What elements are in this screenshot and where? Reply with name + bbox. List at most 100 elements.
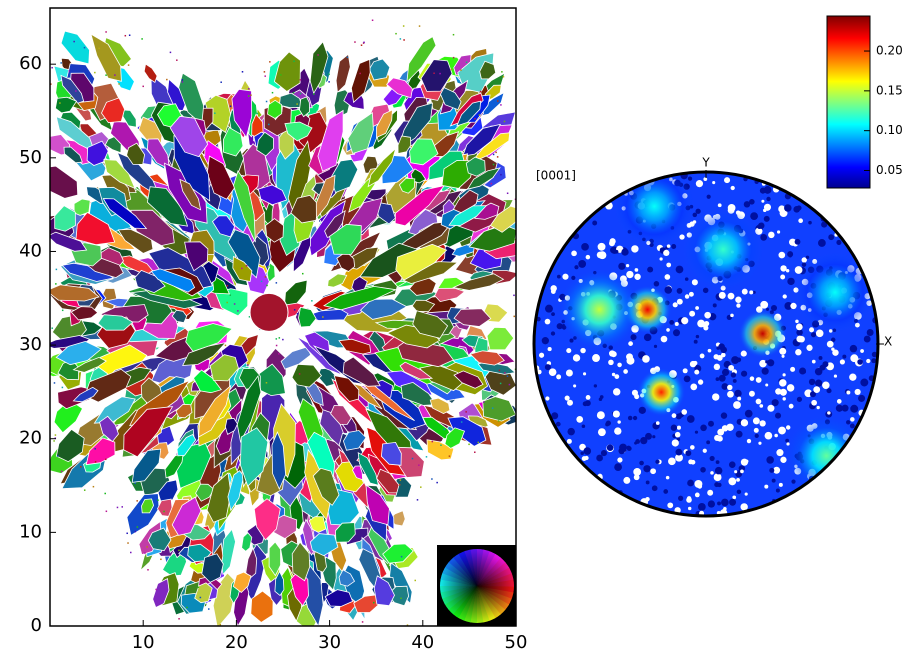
speck bbox=[567, 427, 575, 436]
speck bbox=[801, 257, 807, 263]
grain bbox=[253, 498, 281, 541]
speck bbox=[780, 265, 787, 272]
grain bbox=[126, 142, 146, 165]
speck bbox=[811, 399, 817, 406]
grain bbox=[271, 431, 287, 491]
speck bbox=[789, 238, 797, 246]
speck bbox=[619, 443, 628, 452]
speck bbox=[248, 88, 250, 90]
speck bbox=[675, 265, 684, 274]
speck bbox=[815, 329, 824, 338]
speck bbox=[775, 388, 782, 395]
speck bbox=[630, 334, 637, 341]
grain bbox=[182, 341, 227, 366]
speck bbox=[764, 484, 769, 489]
speck bbox=[871, 358, 877, 364]
speck bbox=[766, 456, 774, 464]
speck bbox=[660, 335, 668, 343]
speck bbox=[782, 373, 786, 377]
grain bbox=[150, 268, 196, 293]
grain bbox=[201, 553, 224, 583]
speck bbox=[728, 461, 736, 468]
speck bbox=[501, 71, 503, 73]
speck bbox=[416, 499, 419, 501]
speck bbox=[732, 495, 737, 500]
speck bbox=[720, 352, 726, 358]
speck bbox=[857, 359, 864, 365]
speck bbox=[448, 455, 451, 457]
speck bbox=[860, 378, 869, 387]
grain-map bbox=[50, 19, 516, 626]
grain bbox=[486, 326, 515, 351]
speck bbox=[105, 31, 107, 33]
speck bbox=[796, 335, 804, 343]
grain bbox=[406, 36, 437, 84]
speck bbox=[714, 466, 723, 475]
grain bbox=[291, 363, 323, 388]
speck bbox=[92, 485, 95, 488]
grain bbox=[434, 287, 466, 303]
speck bbox=[592, 354, 600, 362]
speck bbox=[671, 413, 677, 418]
speck bbox=[738, 465, 746, 472]
speck bbox=[782, 294, 787, 299]
grain bbox=[309, 533, 339, 557]
speck bbox=[707, 348, 712, 353]
speck bbox=[735, 430, 743, 438]
speck bbox=[580, 451, 584, 455]
speck bbox=[275, 344, 278, 347]
speck bbox=[841, 404, 849, 412]
grain bbox=[54, 96, 78, 114]
speck bbox=[57, 455, 59, 457]
speck bbox=[796, 396, 803, 402]
speck bbox=[83, 489, 86, 491]
speck bbox=[536, 369, 542, 375]
grain bbox=[409, 138, 439, 166]
speck bbox=[846, 390, 851, 395]
grain bbox=[347, 111, 374, 155]
grain bbox=[72, 356, 107, 373]
grain bbox=[440, 87, 462, 111]
speck bbox=[752, 290, 756, 294]
grain bbox=[222, 126, 244, 157]
speck bbox=[555, 421, 561, 427]
grain bbox=[50, 165, 79, 199]
grain bbox=[298, 306, 317, 328]
speck bbox=[703, 321, 710, 327]
speck bbox=[693, 339, 698, 344]
speck bbox=[712, 303, 717, 308]
speck bbox=[581, 242, 589, 251]
speck bbox=[612, 410, 620, 418]
speck bbox=[726, 423, 734, 431]
speck bbox=[779, 388, 787, 396]
speck bbox=[700, 424, 707, 432]
speck bbox=[710, 471, 714, 475]
grain bbox=[152, 577, 170, 609]
speck bbox=[606, 444, 614, 452]
speck bbox=[400, 597, 402, 600]
speck bbox=[712, 393, 720, 401]
colorbar-tick-label: 0.05 bbox=[876, 163, 903, 177]
speck bbox=[55, 268, 58, 271]
speck bbox=[328, 73, 330, 76]
speck bbox=[681, 317, 689, 325]
speck bbox=[94, 461, 97, 463]
speck bbox=[755, 377, 762, 383]
speck bbox=[771, 478, 776, 483]
speck bbox=[813, 386, 821, 393]
speck bbox=[54, 434, 57, 436]
density-peak bbox=[795, 252, 875, 333]
speck bbox=[611, 372, 616, 377]
speck bbox=[666, 262, 672, 268]
speck bbox=[729, 498, 737, 506]
speck bbox=[573, 384, 577, 388]
grain bbox=[224, 417, 238, 435]
speck bbox=[598, 251, 607, 260]
speck bbox=[740, 419, 749, 427]
speck bbox=[564, 395, 570, 401]
speck bbox=[675, 413, 682, 420]
speck bbox=[695, 208, 701, 214]
speck bbox=[450, 68, 453, 71]
speck bbox=[744, 492, 748, 496]
speck bbox=[707, 489, 714, 496]
